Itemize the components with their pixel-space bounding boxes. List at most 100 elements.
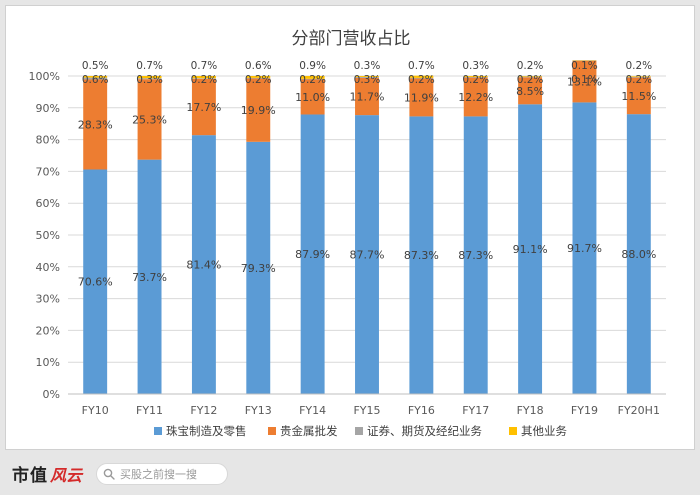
- y-tick-label: 20%: [36, 324, 60, 337]
- search-box[interactable]: 买股之前搜一搜: [96, 462, 229, 485]
- data-label: 0.7%: [408, 60, 435, 72]
- data-label: 79.3%: [241, 262, 276, 275]
- bar-segment: [300, 114, 325, 394]
- data-label: 0.1%: [571, 74, 598, 86]
- x-tick-label: FY14: [299, 404, 326, 417]
- data-label: 0.2%: [517, 60, 544, 72]
- bar-segment: [409, 78, 434, 117]
- bar-segment: [246, 76, 271, 78]
- bars: [83, 60, 651, 395]
- bar-segment: [137, 76, 162, 79]
- x-tick-label: FY18: [517, 404, 544, 417]
- bar-segment: [246, 77, 271, 79]
- data-label: 0.2%: [299, 74, 326, 86]
- y-tick-label: 90%: [36, 102, 60, 115]
- x-tick-label: FY17: [462, 404, 489, 417]
- bar-segment: [246, 141, 271, 394]
- bar-segment: [300, 79, 325, 115]
- bar-segment: [463, 76, 488, 78]
- data-label: 0.1%: [571, 60, 598, 72]
- data-label: 87.3%: [404, 249, 439, 262]
- x-tick-label: FY10: [82, 404, 109, 417]
- data-label: 19.9%: [241, 104, 276, 117]
- data-label: 0.6%: [245, 60, 272, 72]
- data-label: 17.7%: [186, 101, 221, 114]
- data-label: 87.9%: [295, 248, 330, 261]
- bar-segment: [626, 76, 651, 77]
- legend-swatch: [355, 427, 363, 435]
- bar-segment: [191, 135, 216, 394]
- data-label: 0.2%: [191, 74, 218, 86]
- bar-segment: [626, 76, 651, 78]
- brand-logo: 市值 风云: [12, 461, 82, 487]
- bar-segment: [518, 76, 543, 77]
- bar-segment: [463, 116, 488, 395]
- data-label: 11.5%: [621, 90, 656, 103]
- bar-segment: [355, 115, 379, 394]
- bar-segment: [191, 78, 216, 136]
- bar-segment: [355, 76, 379, 78]
- y-tick-label: 10%: [36, 356, 60, 369]
- bar-segment: [626, 114, 651, 394]
- y-tick-label: 50%: [36, 229, 60, 242]
- stacked-bar-chart: 分部门营收占比 70.6% 28.3% 0.6% 0.5% 73.7% 25.3% 0.3%…: [29, 29, 666, 438]
- data-label: 91.1%: [513, 243, 548, 256]
- bar-segment: [300, 76, 325, 79]
- data-label: 11.0%: [295, 91, 330, 104]
- data-label: 0.3%: [354, 60, 381, 72]
- search-icon: [103, 468, 115, 480]
- x-tick-label: FY20H1: [618, 404, 660, 417]
- axes: 0% 10% 20% 30% 40% 50% 60% 70% 80% 90% 100% FY10 FY1…: [29, 70, 666, 417]
- bar-segment: [518, 104, 543, 394]
- bar-segment: [191, 78, 216, 79]
- y-tick-label: 40%: [36, 261, 60, 274]
- data-label: 87.3%: [458, 249, 493, 262]
- chart-title: 分部门营收占比: [292, 29, 411, 49]
- legend: 珠宝制造及零售 贵金属批发 证券、期货及经纪业务 其他业务: [154, 424, 567, 438]
- bar-segment: [409, 116, 434, 395]
- bar-segment: [246, 78, 271, 142]
- data-label: 88.0%: [621, 248, 656, 261]
- data-label: 0.2%: [517, 74, 544, 86]
- data-labels: 70.6% 28.3% 0.6% 0.5% 73.7% 25.3% 0.3% 0.7% 81.4…: [78, 60, 657, 289]
- legend-label: 其他业务: [521, 424, 567, 438]
- bar-segment: [518, 76, 543, 78]
- data-label: 28.3%: [78, 118, 113, 131]
- bar-segment: [572, 102, 597, 395]
- data-label: 0.2%: [245, 74, 272, 86]
- bar-segment: [137, 79, 162, 160]
- data-label: 0.2%: [408, 74, 435, 86]
- data-label: 11.9%: [404, 91, 439, 104]
- legend-swatch: [268, 427, 276, 435]
- data-label: 81.4%: [186, 259, 221, 272]
- y-tick-label: 30%: [36, 293, 60, 306]
- bar-segment: [137, 78, 162, 80]
- data-label: 12.2%: [458, 91, 493, 104]
- y-tick-label: 60%: [36, 197, 60, 210]
- data-label: 0.6%: [82, 74, 109, 86]
- bar-segment: [572, 60, 597, 103]
- footer-bar: 市值 风云 买股之前搜一搜: [0, 452, 700, 495]
- bar-segment: [463, 76, 488, 77]
- x-tick-label: FY16: [408, 404, 435, 417]
- x-tick-label: FY13: [245, 404, 272, 417]
- data-label: 13.1%: [567, 76, 602, 89]
- bar-segment: [355, 76, 379, 77]
- x-tick-label: FY19: [571, 404, 598, 417]
- bar-segment: [83, 79, 108, 170]
- x-tick-label: FY12: [190, 404, 217, 417]
- data-label: 0.9%: [299, 60, 326, 72]
- bar-segment: [626, 77, 651, 115]
- data-label: 73.7%: [132, 271, 167, 284]
- x-tick-label: FY11: [136, 404, 163, 417]
- data-label: 25.3%: [132, 113, 167, 126]
- bar-segment: [463, 77, 488, 117]
- brand-name: 市值: [12, 466, 48, 486]
- legend-label: 贵金属批发: [280, 424, 338, 438]
- data-label: 0.3%: [354, 74, 381, 86]
- x-tick-label: FY15: [353, 404, 380, 417]
- data-label: 0.7%: [136, 60, 163, 72]
- bar-segment: [409, 75, 434, 78]
- data-label: 0.7%: [191, 60, 218, 72]
- data-label: 0.3%: [136, 74, 163, 86]
